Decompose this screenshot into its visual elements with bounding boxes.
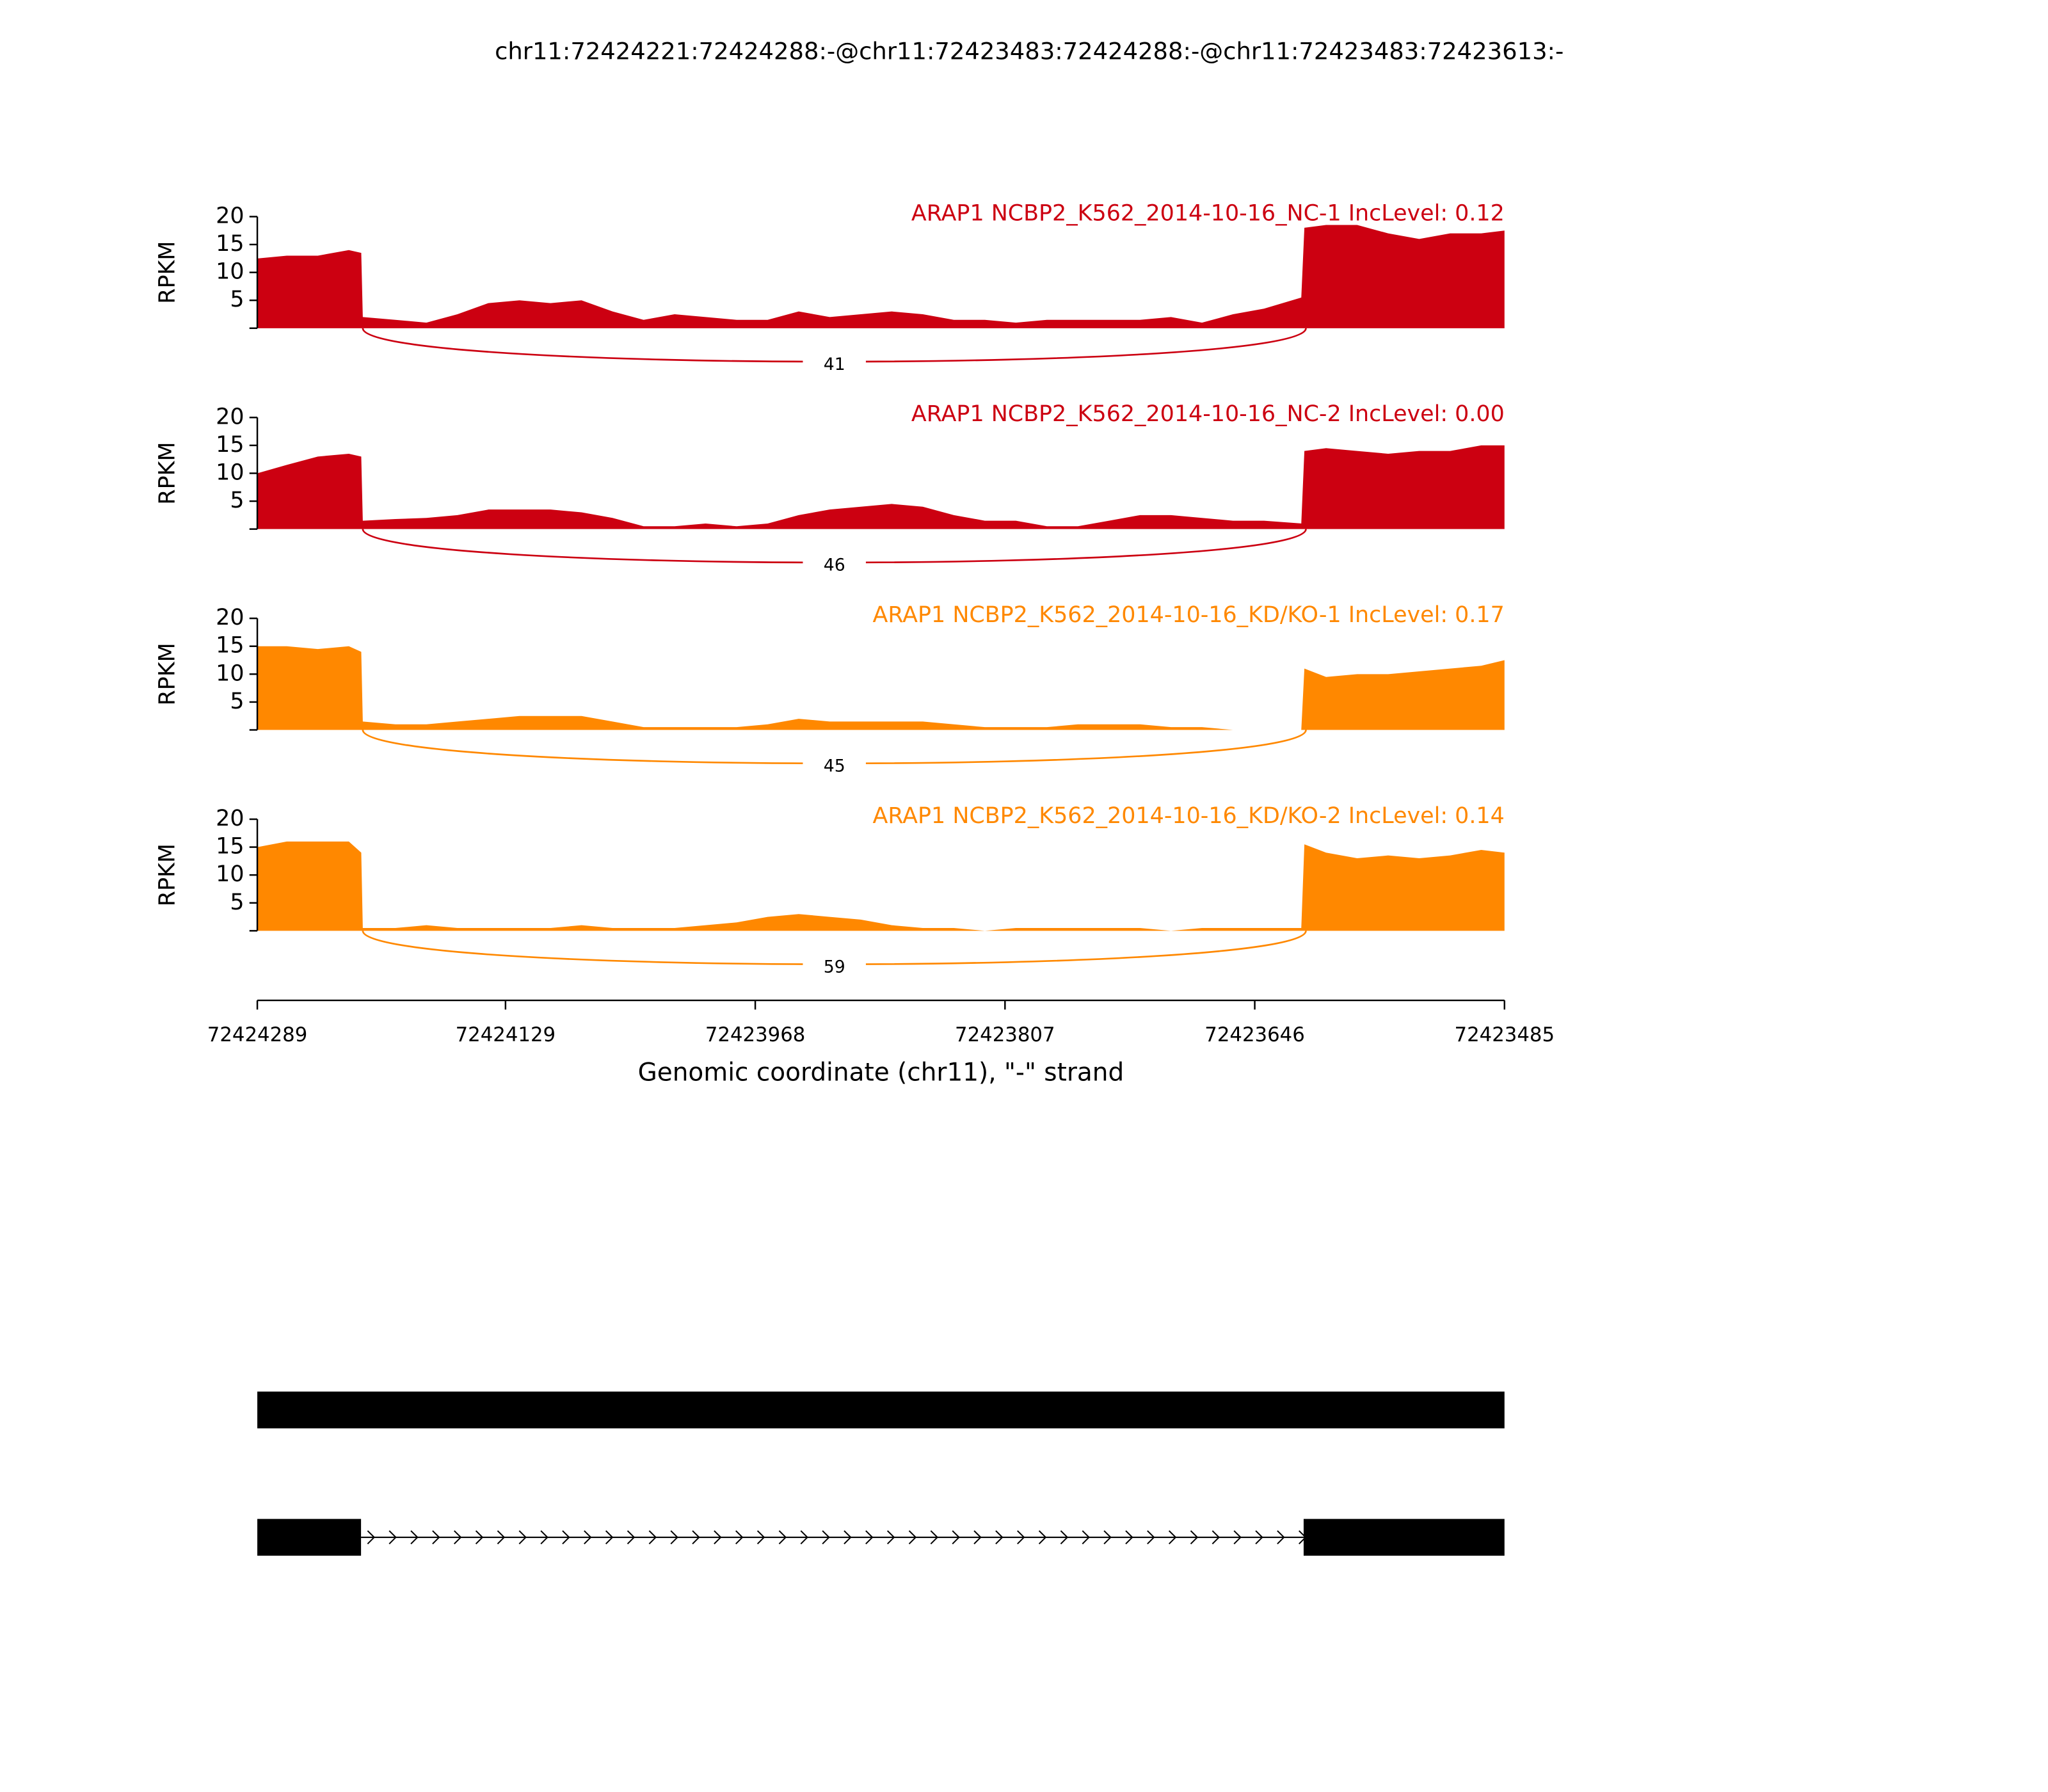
- junction-label-bg: [803, 557, 866, 579]
- intron-chevron: [497, 1530, 506, 1545]
- y-tick-label: 20: [216, 806, 244, 831]
- intron-chevron: [952, 1530, 960, 1545]
- y-axis-label: RPKM: [155, 643, 180, 705]
- y-axis-label: RPKM: [155, 241, 180, 304]
- intron-chevron: [1103, 1530, 1112, 1545]
- junction-label-bg: [803, 356, 866, 378]
- junction-label-bg: [803, 959, 866, 981]
- coverage-area: [257, 646, 1505, 730]
- intron-chevron: [1168, 1530, 1177, 1545]
- track-title: ARAP1 NCBP2_K562_2014-10-16_KD/KO-2 IncL…: [873, 803, 1505, 829]
- y-tick-label: 5: [230, 689, 244, 714]
- intron-chevron: [800, 1530, 808, 1545]
- intron-chevron: [454, 1530, 462, 1545]
- intron-chevron: [388, 1530, 397, 1545]
- intron-chevron: [908, 1530, 917, 1545]
- track-title: ARAP1 NCBP2_K562_2014-10-16_NC-2 IncLeve…: [911, 401, 1505, 427]
- y-tick-label: 10: [216, 861, 244, 887]
- junction-label: 46: [824, 556, 845, 575]
- junction-label-bg: [803, 758, 866, 780]
- gene-models: [257, 1391, 1505, 1556]
- intron-chevron: [1017, 1530, 1025, 1545]
- intron-chevron: [432, 1530, 440, 1545]
- y-tick-label: 20: [216, 605, 244, 630]
- intron-chevron: [1147, 1530, 1155, 1545]
- intron-chevron: [778, 1530, 787, 1545]
- x-tick-label: 72424289: [207, 1023, 308, 1046]
- intron-chevron: [995, 1530, 1004, 1545]
- intron-chevron: [518, 1530, 527, 1545]
- x-tick-label: 72423485: [1455, 1023, 1555, 1046]
- intron-chevron: [1277, 1530, 1285, 1545]
- y-tick-label: 10: [216, 660, 244, 686]
- junction-label: 41: [824, 355, 845, 374]
- x-tick-label: 72423968: [705, 1023, 806, 1046]
- intron-chevron: [865, 1530, 874, 1545]
- x-tick-label: 72423807: [955, 1023, 1055, 1046]
- coverage-area: [257, 841, 1505, 931]
- intron-chevron: [844, 1530, 852, 1545]
- y-tick-label: 15: [216, 633, 244, 659]
- intron-chevron: [367, 1530, 376, 1545]
- intron-chevron: [475, 1530, 484, 1545]
- intron-chevron: [756, 1530, 765, 1545]
- y-tick-label: 15: [216, 231, 244, 257]
- junction-label: 59: [824, 957, 845, 977]
- intron-chevron: [540, 1530, 548, 1545]
- intron-chevron: [648, 1530, 657, 1545]
- y-tick-label: 10: [216, 460, 244, 485]
- figure-title: chr11:72424221:72424288:-@chr11:72423483…: [495, 38, 1564, 65]
- y-tick-label: 5: [230, 488, 244, 513]
- coverage-area: [257, 225, 1505, 328]
- intron-chevron: [973, 1530, 982, 1545]
- intron-chevron: [1125, 1530, 1133, 1545]
- transcript-exon: [257, 1519, 362, 1556]
- intron-chevron: [692, 1530, 700, 1545]
- intron-chevron: [886, 1530, 895, 1545]
- intron-chevron: [605, 1530, 614, 1545]
- transcript-exon: [257, 1391, 1505, 1428]
- y-tick-label: 15: [216, 834, 244, 860]
- x-axis-label: Genomic coordinate (chr11), "-" strand: [638, 1058, 1124, 1087]
- x-tick-label: 72423646: [1204, 1023, 1305, 1046]
- intron-chevron: [1190, 1530, 1199, 1545]
- coverage-area: [257, 445, 1505, 529]
- y-tick-label: 20: [216, 404, 244, 429]
- intron-chevron: [584, 1530, 592, 1545]
- intron-chevron: [1255, 1530, 1263, 1545]
- transcript-exon: [1303, 1519, 1505, 1556]
- intron-chevron: [1299, 1530, 1307, 1545]
- intron-chevron: [735, 1530, 744, 1545]
- x-tick-label: 72424129: [456, 1023, 556, 1046]
- intron-chevron: [714, 1530, 722, 1545]
- y-tick-label: 15: [216, 432, 244, 458]
- intron-chevron: [1082, 1530, 1090, 1545]
- track-title: ARAP1 NCBP2_K562_2014-10-16_NC-1 IncLeve…: [911, 200, 1505, 226]
- y-tick-label: 10: [216, 259, 244, 285]
- intron-chevron: [1038, 1530, 1047, 1545]
- y-axis-label: RPKM: [155, 844, 180, 906]
- track-title: ARAP1 NCBP2_K562_2014-10-16_KD/KO-1 IncL…: [873, 602, 1505, 628]
- y-tick-label: 5: [230, 890, 244, 915]
- intron-chevron: [410, 1530, 419, 1545]
- junction-label: 45: [824, 756, 845, 776]
- y-tick-label: 20: [216, 203, 244, 228]
- intron-chevron: [627, 1530, 636, 1545]
- intron-chevron: [670, 1530, 678, 1545]
- intron-chevron: [1233, 1530, 1242, 1545]
- intron-chevron: [1060, 1530, 1069, 1545]
- intron-chevron: [930, 1530, 939, 1545]
- intron-chevron: [822, 1530, 830, 1545]
- intron-chevron: [562, 1530, 570, 1545]
- intron-chevron: [1212, 1530, 1220, 1545]
- y-tick-label: 5: [230, 287, 244, 312]
- y-axis-label: RPKM: [155, 442, 180, 504]
